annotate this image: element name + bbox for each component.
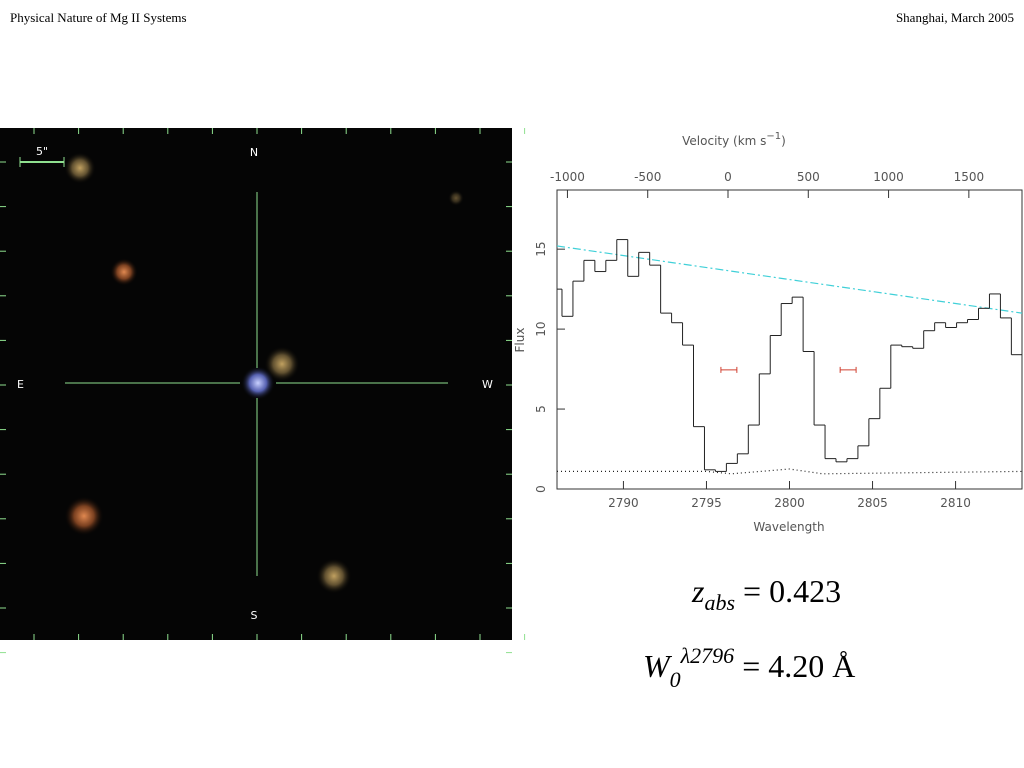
header-left: Physical Nature of Mg II Systems [10, 10, 187, 25]
y-tick-label: 5 [534, 405, 548, 413]
x2-tick-label: 1000 [873, 170, 904, 184]
header-right: Shanghai, March 2005 [896, 10, 1014, 25]
x-tick-label: 2800 [774, 496, 805, 510]
x2-tick-label: 0 [724, 170, 732, 184]
x2-label-end: ) [781, 134, 786, 148]
x2-label-text: Velocity (km s [682, 134, 766, 148]
eq-z: z [691, 573, 705, 609]
x-axis-label: Wavelength [753, 520, 824, 534]
north-label: N [250, 146, 258, 159]
plot-frame [556, 189, 1023, 490]
x2-tick-label: 1500 [954, 170, 985, 184]
south-label: S [251, 609, 258, 622]
y-tick-label: 10 [534, 321, 548, 336]
spectrum-chart: Velocity (km s−1) Wavelength Flux 2790 27… [513, 131, 1023, 534]
eq-z-rest: = 0.423 [743, 573, 841, 609]
scale-label: 5" [36, 145, 48, 158]
eq-w: W [643, 648, 673, 684]
ew-equation: W0λ2796 = 4.20 Å [643, 643, 855, 692]
continuum-line [556, 245, 1023, 314]
y-tick-label: 0 [534, 485, 548, 493]
x2-tick-label: -500 [634, 170, 661, 184]
x2-axis-label: Velocity (km s−1) [682, 131, 786, 148]
redshift-equation: zabs = 0.423 [691, 573, 841, 615]
eq-w-sub: 0 [670, 667, 681, 692]
sky-image: 5" N S E W [0, 128, 526, 654]
equations: zabs = 0.423 W0λ2796 = 4.20 Å [643, 573, 855, 692]
y-tick-label: 15 [534, 242, 548, 257]
x-tick-label: 2790 [608, 496, 639, 510]
eq-z-sub: abs [704, 590, 735, 615]
x-tick-label: 2805 [857, 496, 888, 510]
line-marker [839, 366, 857, 373]
error-line [557, 468, 1023, 475]
y-axis-label: Flux [513, 328, 527, 353]
eq-w-rest: = 4.20 Å [742, 648, 855, 684]
x-tick-label: 2795 [691, 496, 722, 510]
x2-tick-label: 500 [797, 170, 820, 184]
x-tick-label: 2810 [940, 496, 971, 510]
east-label: E [17, 378, 24, 391]
eq-w-sup: λ2796 [680, 643, 735, 668]
x2-label-sup: −1 [766, 131, 781, 142]
west-label: W [482, 378, 493, 391]
line-marker [720, 366, 738, 373]
x2-tick-label: -1000 [550, 170, 585, 184]
